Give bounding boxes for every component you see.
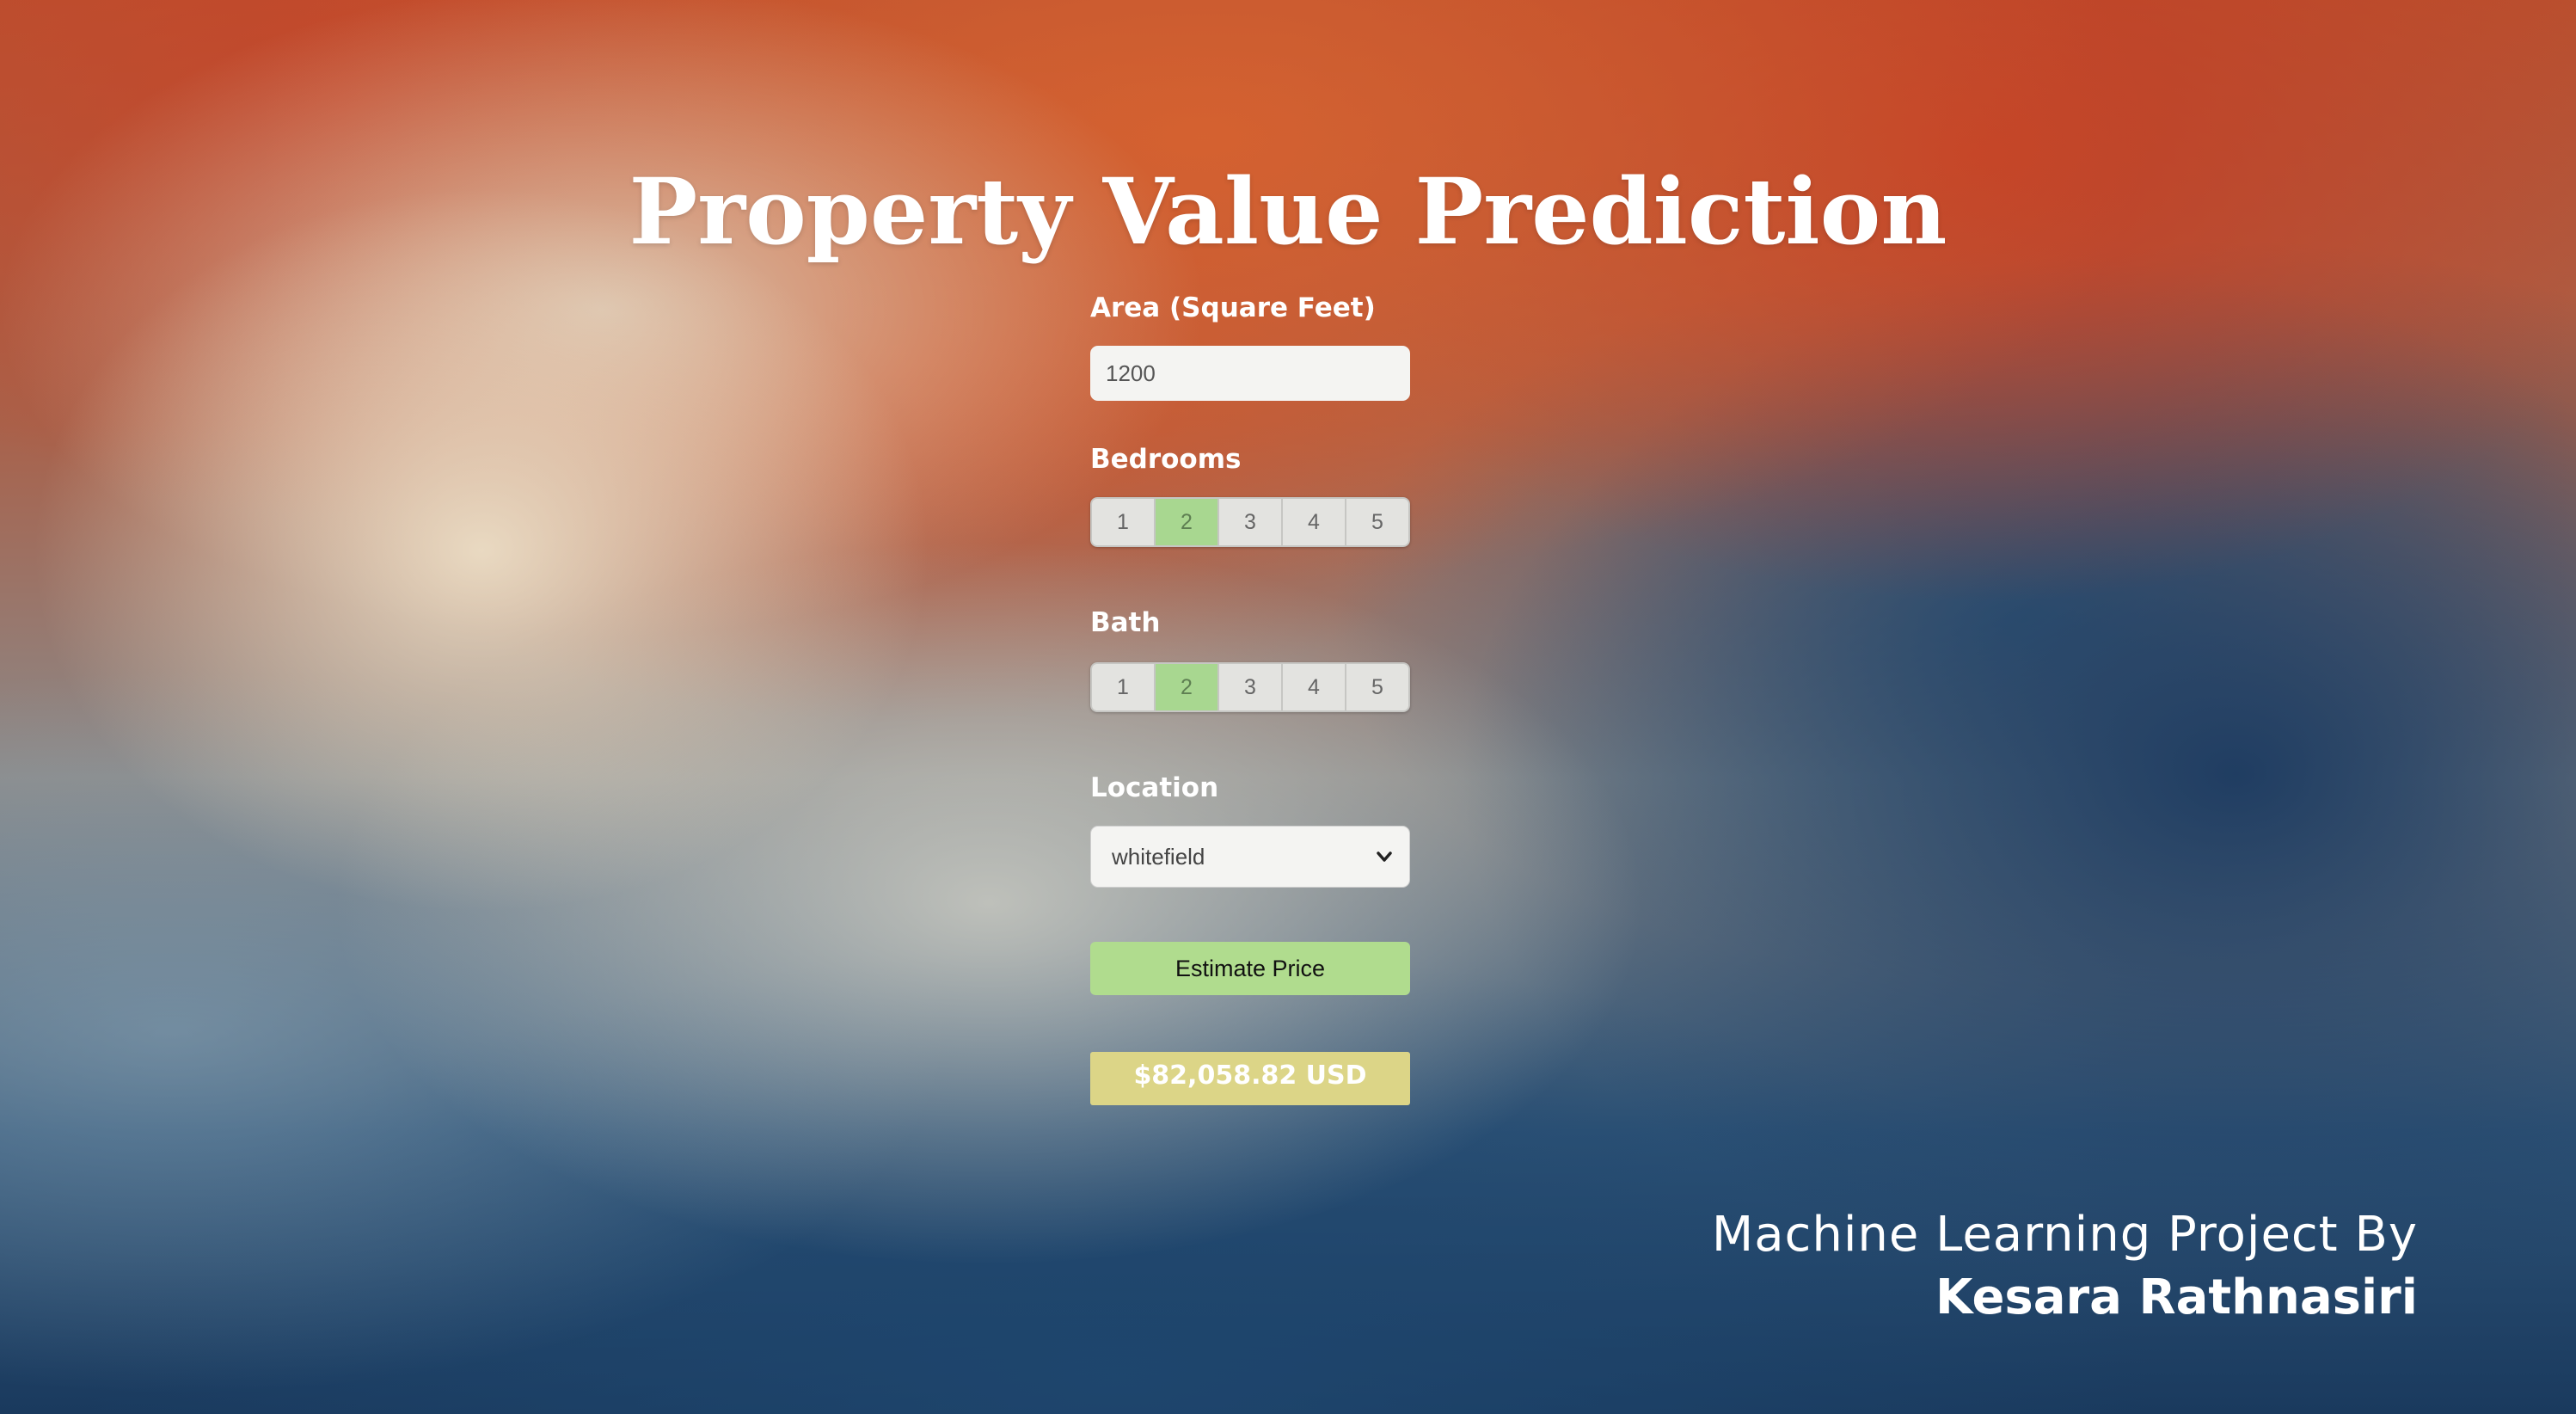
location-label: Location: [1090, 772, 1219, 803]
bath-option-4[interactable]: 4: [1281, 662, 1346, 712]
area-label: Area (Square Feet): [1090, 292, 1376, 323]
estimate-price-button[interactable]: Estimate Price: [1090, 942, 1410, 995]
bedrooms-label: Bedrooms: [1090, 444, 1242, 475]
bath-option-2[interactable]: 2: [1154, 662, 1219, 712]
bath-option-3[interactable]: 3: [1217, 662, 1283, 712]
bedrooms-option-3[interactable]: 3: [1217, 497, 1283, 547]
project-credit: Machine Learning Project By Kesara Rathn…: [1712, 1202, 2418, 1328]
bedrooms-option-5[interactable]: 5: [1345, 497, 1410, 547]
bath-option-1[interactable]: 1: [1090, 662, 1156, 712]
bedrooms-option-1[interactable]: 1: [1090, 497, 1156, 547]
estimated-price-result: $82,058.82 USD: [1090, 1052, 1410, 1105]
bath-label: Bath: [1090, 607, 1161, 638]
location-select-value: whitefield: [1112, 844, 1205, 870]
location-select[interactable]: whitefield: [1090, 826, 1410, 888]
bedrooms-option-4[interactable]: 4: [1281, 497, 1346, 547]
bath-option-5[interactable]: 5: [1345, 662, 1410, 712]
bedrooms-option-2[interactable]: 2: [1154, 497, 1219, 547]
author-name: Kesara Rathnasiri: [1935, 1270, 2418, 1325]
page-title: Property Value Prediction: [629, 157, 1947, 266]
chevron-down-icon: [1377, 851, 1392, 862]
bath-selector: 1 2 3 4 5: [1090, 662, 1410, 712]
bedrooms-selector: 1 2 3 4 5: [1090, 497, 1410, 547]
area-input[interactable]: [1090, 346, 1410, 401]
credit-line: Machine Learning Project By: [1711, 1207, 2418, 1263]
